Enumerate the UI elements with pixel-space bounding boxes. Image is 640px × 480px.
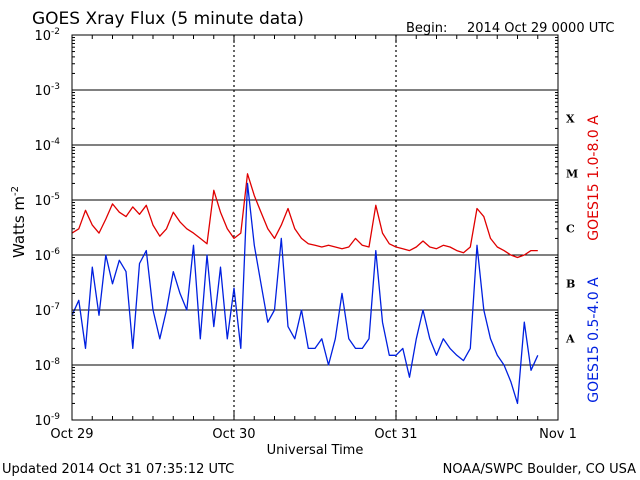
y-tick-exponent: -3 [51,82,60,92]
y-tick-label: 10-4 [34,137,60,154]
y-tick-label: 10-6 [34,247,60,264]
begin-label: Begin: [406,21,447,36]
y-tick-exponent: -9 [51,412,60,422]
x-tick-label: Nov 1 [539,427,577,442]
updated-timestamp: Updated 2014 Oct 31 07:35:12 UTC [2,462,234,477]
y-tick-base: 10 [34,84,51,99]
y-tick-base: 10 [34,249,51,264]
y-tick-base: 10 [34,29,51,44]
chart-title: GOES Xray Flux (5 minute data) [32,9,304,29]
legend-short-channel: GOES15 0.5-4.0 A [586,277,602,403]
y-tick-label: 10-7 [34,302,60,319]
y-tick-label: 10-9 [34,412,60,429]
begin-value: 2014 Oct 29 0000 UTC [467,21,615,36]
y-axis-label-base: Watts m [10,196,28,258]
y-axis-label: Watts m-2 [10,186,28,258]
flare-class-c: C [566,223,575,236]
y-tick-exponent: -7 [51,302,60,312]
y-tick-exponent: -6 [51,247,60,257]
y-tick-label: 10-8 [34,357,60,374]
y-axis-ticks: 10-210-310-410-510-610-710-810-9 [34,27,558,429]
y-tick-exponent: -8 [51,357,60,367]
y-tick-base: 10 [34,414,51,429]
flare-class-labels: X M C B A [565,113,578,346]
y-tick-label: 10-5 [34,192,60,209]
series-line-long-channel [71,173,538,259]
flare-class-x: X [566,113,575,126]
flare-class-m: M [566,168,578,181]
flare-class-b: B [566,278,575,291]
y-tick-base: 10 [34,194,51,209]
y-tick-base: 10 [34,359,51,374]
series-line-short-channel [71,182,539,405]
legend-long-channel: GOES15 1.0-8.0 A [586,115,602,241]
x-axis-label: Universal Time [267,443,364,458]
credit-text: NOAA/SWPC Boulder, CO USA [443,462,636,477]
x-tick-label: Oct 29 [50,427,93,442]
y-tick-exponent: -5 [51,192,60,202]
y-axis-label-exponent: -2 [10,186,21,196]
series-lines [71,173,539,405]
x-axis-ticks: Oct 29 Oct 30 Oct 31 Nov 1 [50,35,577,442]
x-tick-label: Oct 30 [212,427,255,442]
y-tick-exponent: -2 [51,27,60,37]
flare-class-a: A [565,333,575,346]
y-tick-label: 10-2 [34,27,60,44]
y-tick-base: 10 [34,139,51,154]
y-tick-label: 10-3 [34,82,60,99]
x-tick-label: Oct 31 [374,427,417,442]
y-tick-base: 10 [34,304,51,319]
y-tick-exponent: -4 [51,137,60,147]
